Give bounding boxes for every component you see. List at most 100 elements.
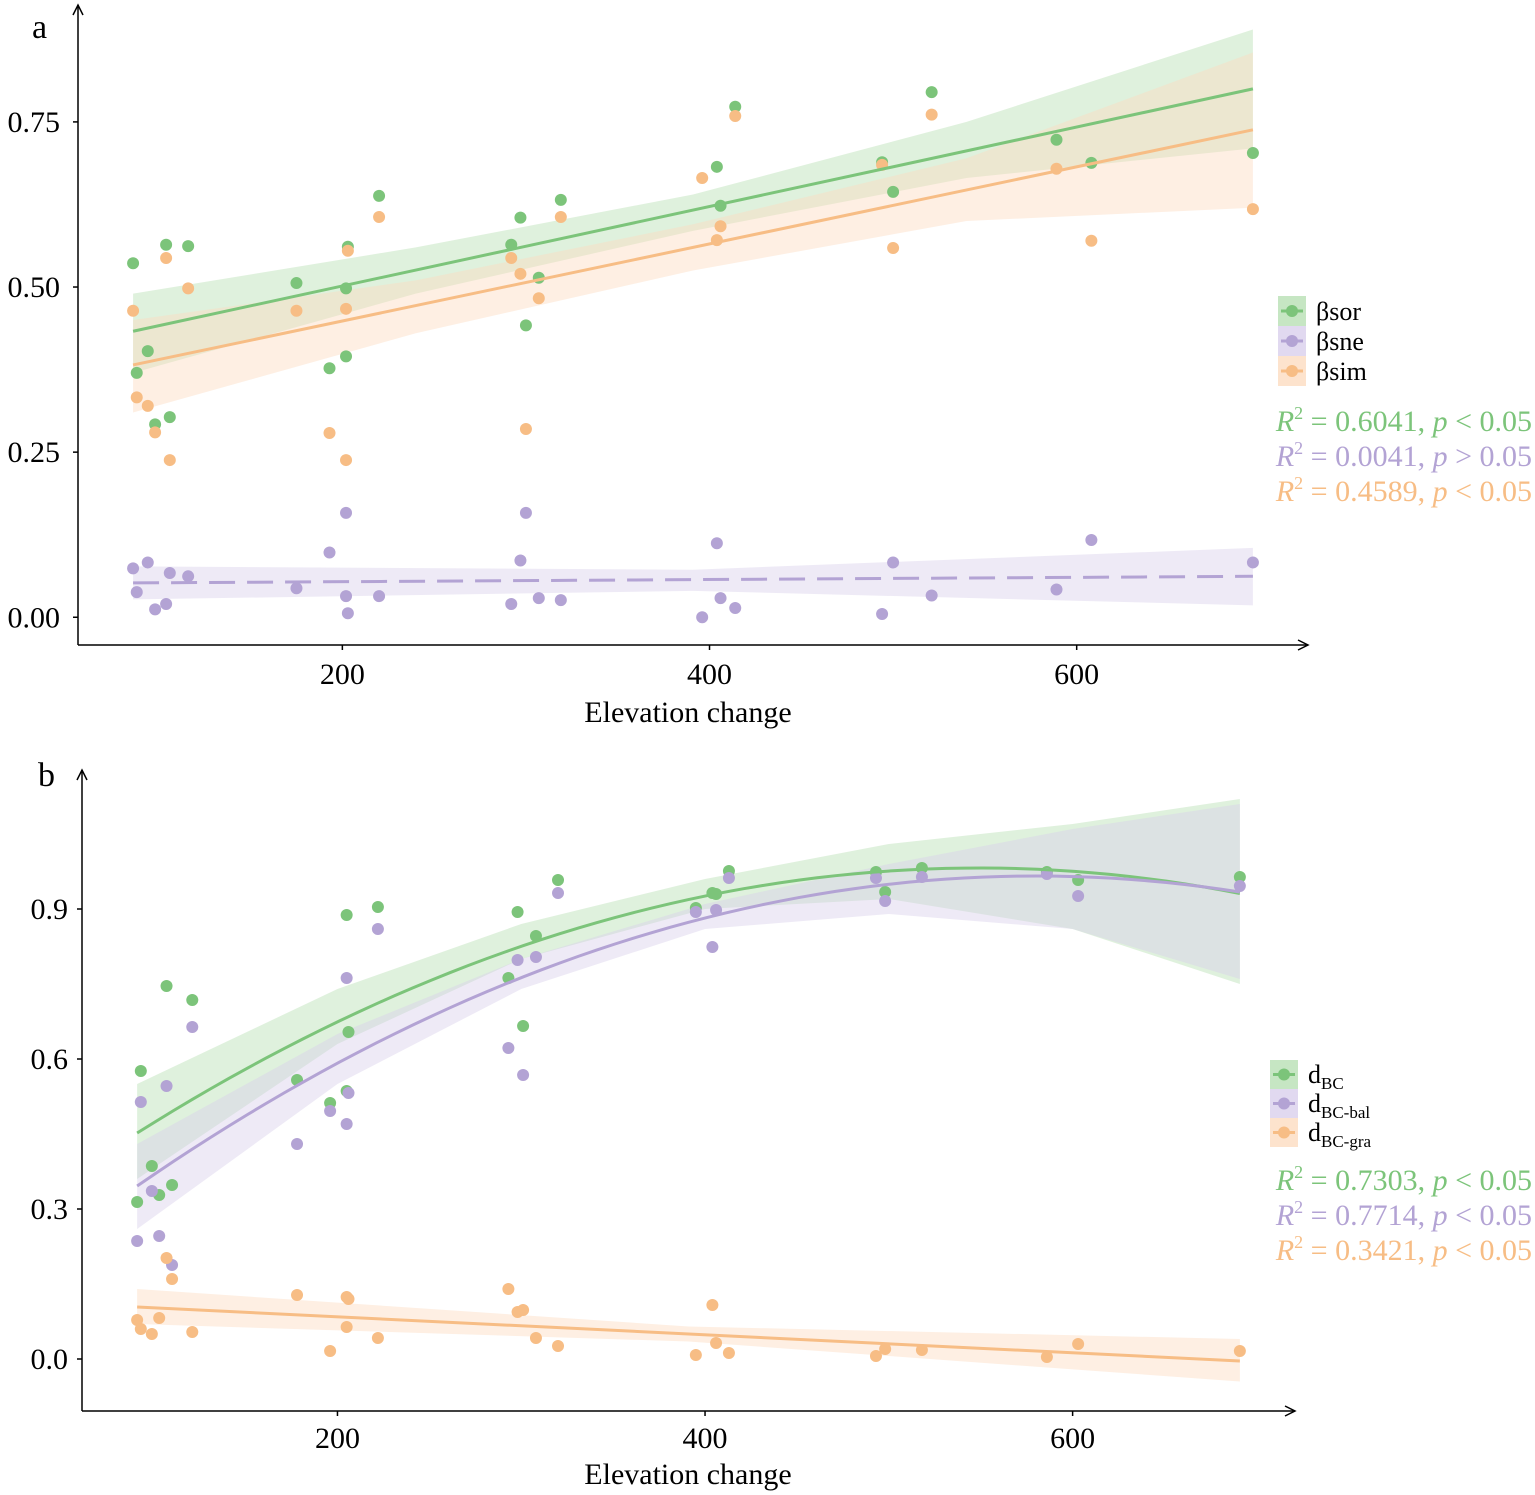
data-point [323, 546, 336, 559]
data-point [554, 594, 567, 607]
data-point [505, 251, 518, 264]
data-point [373, 590, 386, 603]
x-tick-label: 400 [687, 658, 732, 691]
data-point [710, 1337, 723, 1349]
data-point [879, 886, 892, 898]
data-point [729, 602, 742, 615]
data-point [340, 1321, 353, 1333]
annotation-eq: = 0.0041, [1303, 440, 1432, 473]
data-point [340, 506, 353, 519]
fit-line-2 [137, 1305, 1240, 1363]
data-point [689, 1349, 702, 1361]
data-point [290, 277, 303, 290]
y-tick-label: 0.25 [8, 436, 61, 469]
confidence-band-1 [133, 547, 1253, 606]
panel-label: b [38, 757, 55, 794]
data-point [696, 611, 709, 624]
legend-label-sub: BC-gra [1321, 1132, 1372, 1151]
legend-label-main: βsor [1316, 297, 1361, 326]
data-point [340, 1118, 353, 1130]
annotation-cmp: < 0.05 [1448, 475, 1532, 508]
data-point [1233, 880, 1246, 892]
data-point [505, 598, 518, 611]
data-point [373, 211, 386, 224]
data-point [714, 220, 727, 233]
legend-label: dBC-gra [1308, 1118, 1372, 1151]
data-point [511, 906, 524, 918]
annotation-cmp: < 0.05 [1448, 1234, 1532, 1267]
data-point [127, 562, 140, 575]
y-tick-label: 0.6 [31, 1043, 69, 1076]
data-point [689, 906, 702, 918]
x-axis-arrow-icon [1297, 639, 1310, 651]
data-point [160, 1080, 173, 1092]
data-point [341, 607, 354, 620]
data-point [1072, 890, 1085, 902]
data-point [517, 1020, 530, 1032]
data-point [131, 1314, 144, 1326]
legend-label-main: d [1308, 1118, 1321, 1147]
data-point [925, 86, 938, 99]
data-point [160, 1252, 173, 1264]
data-point [710, 160, 723, 173]
data-point [519, 423, 532, 436]
data-point [153, 1312, 166, 1324]
x-tick-label: 200 [315, 1422, 360, 1455]
data-point [722, 872, 735, 884]
data-point [887, 556, 900, 569]
data-point [502, 1283, 515, 1295]
data-point [1050, 133, 1063, 146]
legend-label-main: d [1308, 1060, 1321, 1089]
data-point [552, 874, 565, 886]
data-point [1246, 146, 1259, 159]
data-point [1040, 1351, 1053, 1363]
data-point [130, 391, 143, 404]
data-point [340, 972, 353, 984]
confidence-band-0 [137, 799, 1240, 1179]
data-point [182, 282, 195, 295]
legend-label-sub: BC [1321, 1074, 1344, 1093]
data-point [145, 1328, 158, 1340]
panel-label: a [32, 9, 47, 46]
y-tick-label: 0.75 [8, 106, 61, 139]
data-point [722, 1347, 735, 1359]
data-point [371, 901, 384, 913]
r2-annotation: R2 = 0.7303, p < 0.05 [1275, 1162, 1532, 1197]
annotation-r-label: R [1275, 1199, 1294, 1232]
data-point [371, 1332, 384, 1344]
y-axis-arrow-icon [72, 3, 84, 16]
fit-line-2 [132, 128, 1254, 367]
confidence-band-1 [137, 804, 1240, 1229]
data-point [182, 570, 195, 583]
data-point [163, 567, 176, 580]
data-point [145, 1185, 158, 1197]
annotation-p-label: p [1431, 1234, 1448, 1267]
y-tick-label: 0.0 [31, 1343, 69, 1376]
legend-label: dBC-bal [1308, 1089, 1370, 1122]
legend-label-main: βsim [1316, 357, 1367, 386]
data-point [1246, 556, 1259, 569]
annotation-p-label: p [1431, 440, 1448, 473]
annotation-r-label: R [1275, 1164, 1294, 1197]
annotation-sup: 2 [1294, 1232, 1303, 1252]
data-point [166, 1179, 179, 1191]
legend-point-icon [1278, 1068, 1290, 1081]
data-point [149, 426, 162, 439]
data-point [324, 1345, 337, 1357]
legend-point-icon [1278, 1126, 1290, 1139]
legend-point-icon [1286, 365, 1298, 377]
data-point [186, 994, 199, 1006]
annotation-sup: 2 [1294, 438, 1303, 458]
data-point [514, 211, 527, 224]
data-point [290, 582, 303, 595]
data-point [710, 904, 723, 916]
legend-point-icon [1286, 335, 1298, 347]
annotation-eq: = 0.7714, [1303, 1199, 1432, 1232]
r2-annotation: R2 = 0.3421, p < 0.05 [1275, 1232, 1532, 1267]
data-point [519, 506, 532, 519]
legend-label-main: d [1308, 1089, 1321, 1118]
data-point [502, 1042, 515, 1054]
data-point [371, 923, 384, 935]
